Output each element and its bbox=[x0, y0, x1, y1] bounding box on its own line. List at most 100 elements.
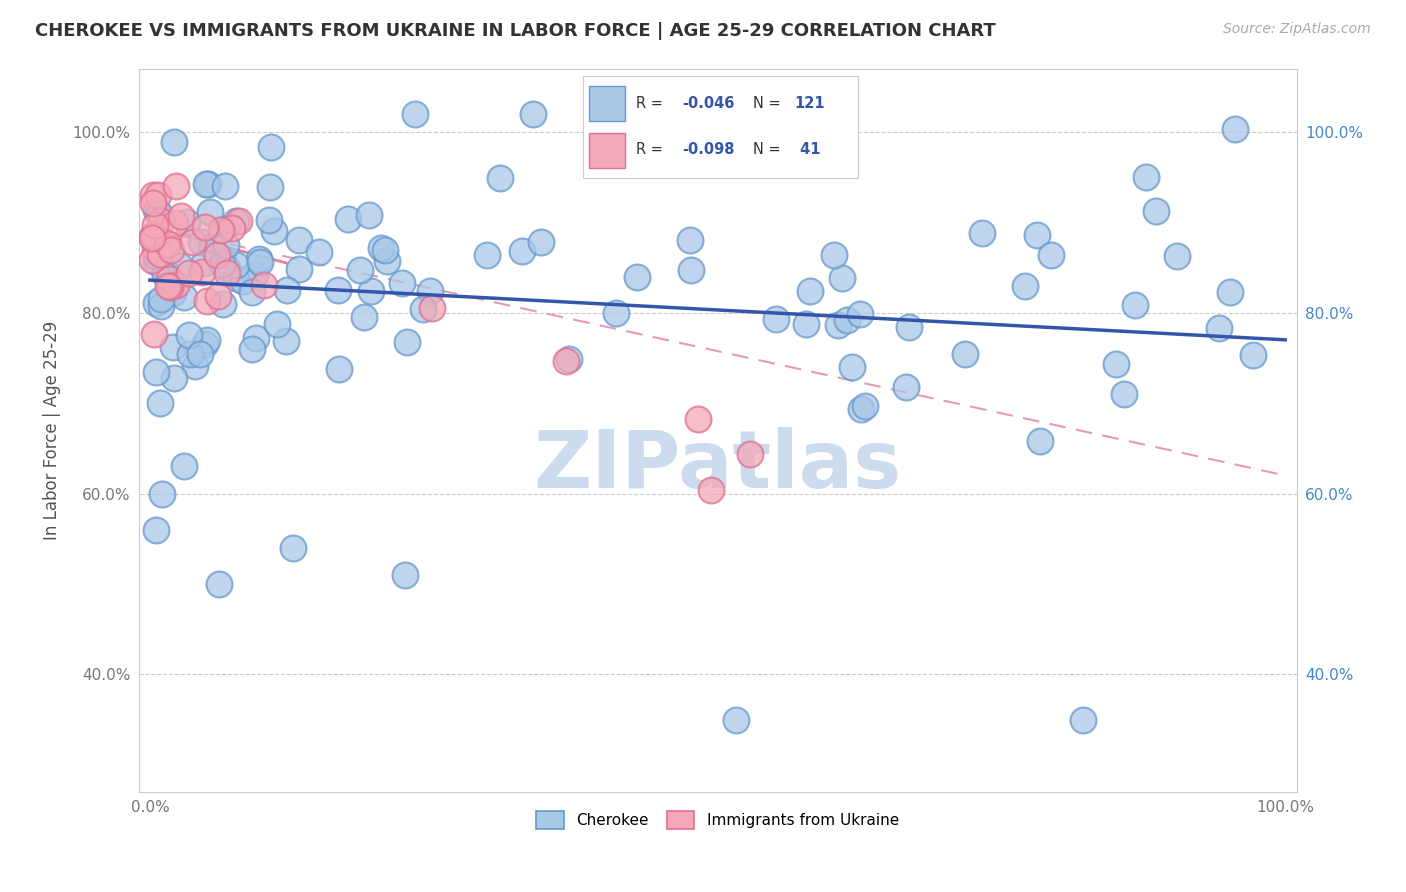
Point bbox=[404, 107, 426, 121]
Point bbox=[420, 301, 443, 315]
Point bbox=[194, 219, 217, 234]
Point bbox=[221, 220, 243, 235]
Point bbox=[160, 243, 183, 257]
Point bbox=[841, 359, 863, 374]
Point bbox=[827, 318, 849, 333]
Point bbox=[970, 226, 993, 240]
Point bbox=[145, 249, 167, 263]
Point bbox=[142, 195, 165, 210]
Text: -0.098: -0.098 bbox=[682, 142, 735, 157]
Point bbox=[165, 178, 187, 193]
Point bbox=[799, 284, 821, 298]
Point bbox=[1112, 387, 1135, 401]
Bar bbox=[589, 87, 624, 121]
Point bbox=[143, 230, 166, 244]
Point bbox=[374, 244, 396, 258]
Point bbox=[245, 267, 267, 281]
Point bbox=[148, 235, 170, 249]
Point bbox=[1040, 248, 1063, 262]
Text: -0.046: -0.046 bbox=[682, 96, 734, 111]
Point bbox=[1223, 122, 1246, 136]
Point bbox=[686, 412, 709, 426]
Point bbox=[1166, 249, 1188, 263]
Point bbox=[143, 219, 166, 233]
Point bbox=[146, 188, 169, 202]
Point bbox=[195, 333, 218, 347]
Y-axis label: In Labor Force | Age 25-29: In Labor Force | Age 25-29 bbox=[44, 320, 60, 540]
Point bbox=[530, 235, 553, 250]
Point bbox=[225, 258, 247, 272]
Point bbox=[276, 283, 298, 297]
Point bbox=[626, 269, 648, 284]
Point bbox=[1105, 357, 1128, 371]
Point bbox=[1208, 320, 1230, 334]
Point bbox=[228, 214, 250, 228]
Point bbox=[225, 270, 247, 285]
Point bbox=[1071, 713, 1094, 727]
Point bbox=[554, 354, 576, 368]
Point bbox=[153, 260, 176, 275]
Point bbox=[1014, 279, 1036, 293]
Point bbox=[173, 459, 195, 474]
Point bbox=[211, 252, 233, 267]
Point bbox=[725, 713, 748, 727]
Point bbox=[1144, 203, 1167, 218]
Point bbox=[163, 135, 186, 149]
Point bbox=[396, 334, 419, 349]
Point bbox=[1241, 348, 1264, 362]
Point bbox=[328, 361, 350, 376]
Point bbox=[225, 214, 247, 228]
Point bbox=[247, 252, 270, 266]
Point bbox=[149, 395, 172, 409]
Point bbox=[143, 242, 166, 256]
Text: Source: ZipAtlas.com: Source: ZipAtlas.com bbox=[1223, 22, 1371, 37]
Point bbox=[145, 365, 167, 379]
Point bbox=[211, 257, 233, 271]
Point bbox=[197, 178, 219, 192]
Point bbox=[207, 289, 229, 303]
Point bbox=[200, 205, 222, 219]
Text: 41: 41 bbox=[794, 142, 820, 157]
Bar bbox=[589, 133, 624, 168]
Point bbox=[489, 171, 512, 186]
Point bbox=[353, 310, 375, 325]
Point bbox=[201, 240, 224, 254]
Point bbox=[208, 577, 231, 591]
Point bbox=[558, 352, 581, 367]
Text: CHEROKEE VS IMMIGRANTS FROM UKRAINE IN LABOR FORCE | AGE 25-29 CORRELATION CHART: CHEROKEE VS IMMIGRANTS FROM UKRAINE IN L… bbox=[35, 22, 995, 40]
Legend: Cherokee, Immigrants from Ukraine: Cherokee, Immigrants from Ukraine bbox=[530, 805, 905, 835]
Point bbox=[176, 214, 198, 228]
Point bbox=[1029, 434, 1052, 448]
Point bbox=[141, 252, 163, 267]
Text: R =: R = bbox=[636, 142, 666, 157]
Point bbox=[141, 231, 163, 245]
Point bbox=[143, 326, 166, 341]
Point bbox=[308, 245, 330, 260]
Point bbox=[370, 242, 392, 256]
Point bbox=[179, 266, 201, 280]
Point bbox=[141, 230, 163, 244]
Point bbox=[165, 278, 187, 293]
Point bbox=[212, 297, 235, 311]
Point bbox=[419, 284, 441, 298]
Point bbox=[191, 265, 214, 279]
Point bbox=[193, 256, 215, 270]
Point bbox=[162, 340, 184, 354]
Point bbox=[142, 187, 165, 202]
Point bbox=[240, 342, 263, 356]
Point bbox=[1123, 298, 1146, 312]
Point bbox=[475, 248, 498, 262]
Point bbox=[831, 271, 853, 285]
Point bbox=[274, 334, 297, 348]
Point bbox=[149, 298, 172, 312]
Text: 121: 121 bbox=[794, 96, 825, 111]
Point bbox=[148, 206, 170, 220]
Point bbox=[894, 380, 917, 394]
Point bbox=[360, 284, 382, 298]
Point bbox=[173, 290, 195, 304]
Point bbox=[214, 237, 236, 252]
Point bbox=[195, 177, 218, 191]
Point bbox=[1025, 227, 1047, 242]
Point bbox=[145, 296, 167, 310]
Point bbox=[738, 447, 761, 461]
